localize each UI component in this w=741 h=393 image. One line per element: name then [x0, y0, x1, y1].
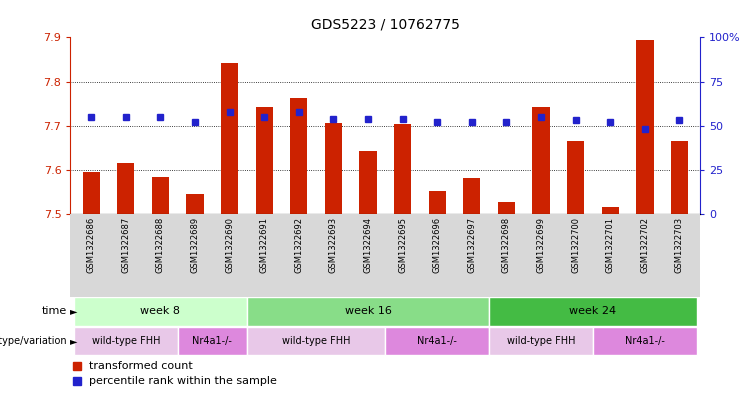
Text: GSM1322693: GSM1322693	[329, 217, 338, 273]
Bar	[290, 98, 308, 214]
Text: Nr4a1-/-: Nr4a1-/-	[417, 336, 457, 346]
Text: transformed count: transformed count	[89, 360, 193, 371]
Bar	[74, 327, 178, 355]
Bar	[178, 327, 247, 355]
Text: Nr4a1-/-: Nr4a1-/-	[625, 336, 665, 346]
Text: week 8: week 8	[140, 307, 180, 316]
Text: ►: ►	[70, 307, 77, 316]
Bar	[637, 40, 654, 214]
Bar	[394, 125, 411, 214]
Text: GSM1322701: GSM1322701	[605, 217, 615, 273]
Text: GSM1322698: GSM1322698	[502, 217, 511, 273]
Bar	[532, 107, 550, 214]
Text: time: time	[41, 307, 67, 316]
Bar	[221, 62, 239, 214]
Bar	[247, 297, 489, 325]
Bar	[82, 172, 100, 214]
Text: week 16: week 16	[345, 307, 391, 316]
Text: GSM1322689: GSM1322689	[190, 217, 199, 273]
Text: Nr4a1-/-: Nr4a1-/-	[193, 336, 232, 346]
Text: GSM1322703: GSM1322703	[675, 217, 684, 273]
Text: GSM1322695: GSM1322695	[398, 217, 407, 273]
Bar	[74, 297, 247, 325]
Text: GDS5223 / 10762775: GDS5223 / 10762775	[311, 17, 459, 31]
Text: GSM1322694: GSM1322694	[364, 217, 373, 273]
Text: week 24: week 24	[569, 307, 617, 316]
Text: GSM1322686: GSM1322686	[87, 217, 96, 273]
Bar	[671, 141, 688, 214]
Text: GSM1322692: GSM1322692	[294, 217, 303, 273]
Bar	[325, 123, 342, 214]
Bar	[489, 297, 697, 325]
Text: GSM1322702: GSM1322702	[640, 217, 649, 273]
Bar	[602, 207, 619, 214]
Bar	[152, 178, 169, 214]
Bar	[498, 202, 515, 214]
Text: percentile rank within the sample: percentile rank within the sample	[89, 376, 277, 386]
Bar	[428, 191, 446, 214]
Bar	[117, 163, 134, 214]
Text: GSM1322690: GSM1322690	[225, 217, 234, 273]
Bar	[463, 178, 480, 214]
Text: wild-type FHH: wild-type FHH	[507, 336, 575, 346]
Text: wild-type FHH: wild-type FHH	[92, 336, 160, 346]
Text: ►: ►	[70, 336, 77, 346]
Bar	[247, 327, 385, 355]
Bar	[359, 151, 376, 214]
Bar	[186, 194, 204, 214]
Bar	[489, 327, 593, 355]
Text: GSM1322696: GSM1322696	[433, 217, 442, 273]
Bar	[385, 327, 489, 355]
Text: GSM1322697: GSM1322697	[468, 217, 476, 273]
Text: GSM1322691: GSM1322691	[259, 217, 269, 273]
Text: GSM1322699: GSM1322699	[536, 217, 545, 273]
Text: GSM1322688: GSM1322688	[156, 217, 165, 273]
Bar	[593, 327, 697, 355]
Text: genotype/variation: genotype/variation	[0, 336, 67, 346]
Bar	[256, 107, 273, 214]
Bar	[567, 141, 585, 214]
Text: wild-type FHH: wild-type FHH	[282, 336, 350, 346]
Text: GSM1322687: GSM1322687	[122, 217, 130, 273]
Text: GSM1322700: GSM1322700	[571, 217, 580, 273]
